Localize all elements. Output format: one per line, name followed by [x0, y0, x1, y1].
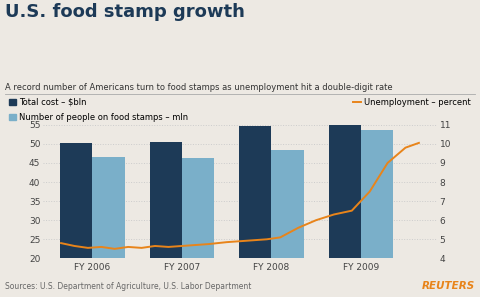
Bar: [60, 143, 92, 258]
Text: U.S. food stamp growth: U.S. food stamp growth: [5, 3, 245, 21]
Legend: Total cost – $bln: Total cost – $bln: [9, 98, 86, 107]
Text: Sources: U.S. Department of Agriculture, U.S. Labor Department: Sources: U.S. Department of Agriculture,…: [5, 282, 251, 291]
Bar: [150, 142, 182, 258]
Bar: [92, 157, 125, 258]
Text: A record number of Americans turn to food stamps as unemployment hit a double-di: A record number of Americans turn to foo…: [5, 83, 393, 92]
Bar: [271, 150, 303, 258]
Text: REUTERS: REUTERS: [422, 281, 475, 291]
Legend: Unemployment – percent: Unemployment – percent: [353, 98, 471, 107]
Bar: [361, 130, 393, 258]
Bar: [328, 66, 361, 258]
Bar: [182, 158, 214, 258]
Legend: Number of people on food stamps – mln: Number of people on food stamps – mln: [9, 113, 188, 121]
Bar: [239, 126, 271, 258]
